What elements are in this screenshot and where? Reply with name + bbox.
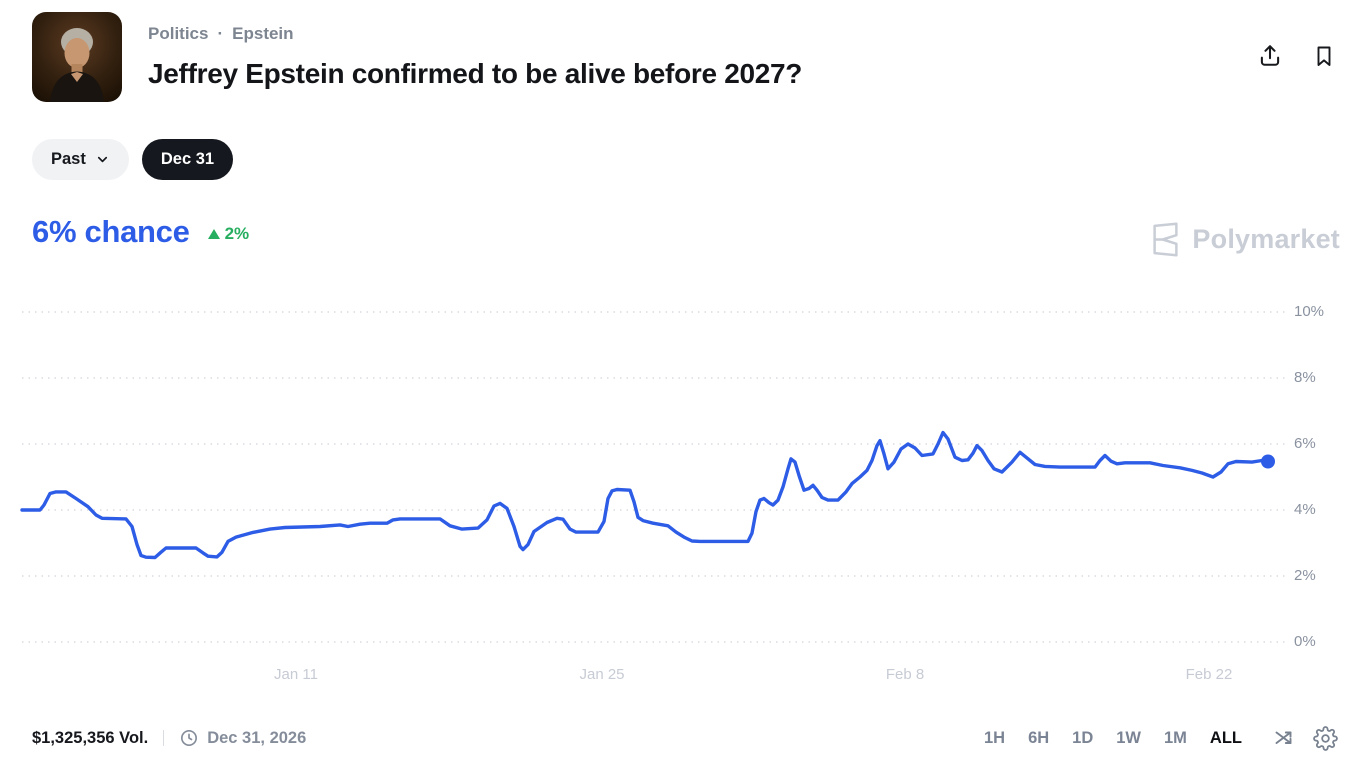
bookmark-icon: [1317, 46, 1331, 66]
avatar-portrait-image: [32, 12, 122, 102]
y-axis-label: 10%: [1294, 303, 1325, 320]
timeframe-button-1h[interactable]: 1H: [983, 728, 1006, 747]
polymarket-watermark: Polymarket: [1149, 221, 1340, 258]
chance-row: 6% chance 2%: [32, 214, 249, 250]
chance-delta: 2%: [207, 224, 250, 244]
shuffle-icon: [1275, 731, 1292, 744]
timeframe-button-1m[interactable]: 1M: [1164, 728, 1187, 747]
breadcrumb-subcategory[interactable]: Epstein: [232, 24, 294, 43]
timeframe-selector: 1H 6H 1D 1W 1M ALL: [977, 725, 1249, 752]
watermark-brand-text: Polymarket: [1192, 224, 1340, 254]
y-axis-label: 4%: [1294, 501, 1316, 518]
chance-value: 6% chance: [32, 214, 190, 249]
page-title: Jeffrey Epstein confirmed to be alive be…: [148, 58, 803, 89]
x-axis-label: Jan 11: [274, 666, 318, 683]
y-axis-label: 8%: [1294, 369, 1316, 386]
chevron-down-icon: [97, 156, 107, 163]
footer-divider: [163, 730, 165, 746]
share-button[interactable]: [1256, 42, 1284, 70]
breadcrumb-category[interactable]: Politics: [148, 24, 209, 43]
share-icon: [1260, 45, 1280, 66]
timeframe-button-6h[interactable]: 6H: [1028, 728, 1050, 747]
date-pill-label: Dec 31: [160, 150, 215, 168]
volume-text: $1,325,356 Vol.: [32, 728, 149, 747]
end-date-text: Dec 31, 2026: [207, 728, 307, 747]
breadcrumb-separator: ·: [217, 24, 224, 43]
clock-icon: [181, 729, 198, 747]
x-axis-label: Jan 25: [579, 666, 625, 683]
chance-delta-value: 2%: [224, 224, 250, 243]
up-triangle-icon: [207, 229, 220, 239]
x-axis-label: Feb 8: [885, 666, 925, 683]
polymarket-logo: [1153, 222, 1179, 257]
compare-button[interactable]: [1270, 724, 1298, 752]
bookmark-button[interactable]: [1310, 42, 1338, 70]
timeframe-button-1w[interactable]: 1W: [1116, 728, 1141, 747]
chart-toolbar: 1H 6H 1D 1W 1M ALL: [977, 724, 1339, 752]
y-axis-label: 2%: [1294, 567, 1316, 584]
header-actions: [1256, 42, 1338, 70]
filter-pills: Past Dec 31: [32, 139, 234, 180]
date-pill[interactable]: Dec 31: [141, 139, 234, 180]
y-axis-label: 6%: [1294, 435, 1316, 452]
timeframe-button-1d[interactable]: 1D: [1072, 728, 1094, 747]
x-axis-label: Feb 22: [1185, 666, 1233, 683]
market-avatar: [32, 12, 122, 102]
timeframe-button-all[interactable]: ALL: [1209, 728, 1242, 747]
settings-button[interactable]: [1311, 724, 1339, 752]
footer-stats: $1,325,356 Vol. Dec 31, 2026: [32, 728, 306, 748]
gear-icon: [1312, 725, 1338, 751]
breadcrumb: Politics · Epstein: [148, 24, 294, 44]
y-axis-label: 0%: [1294, 633, 1316, 650]
end-date: Dec 31, 2026: [179, 728, 306, 748]
past-dropdown[interactable]: Past: [32, 139, 129, 180]
chart-footer: $1,325,356 Vol. Dec 31, 2026 1H 6H 1D 1W 1M A…: [0, 724, 1355, 752]
past-dropdown-label: Past: [51, 150, 86, 168]
chart-area[interactable]: [20, 295, 1290, 655]
